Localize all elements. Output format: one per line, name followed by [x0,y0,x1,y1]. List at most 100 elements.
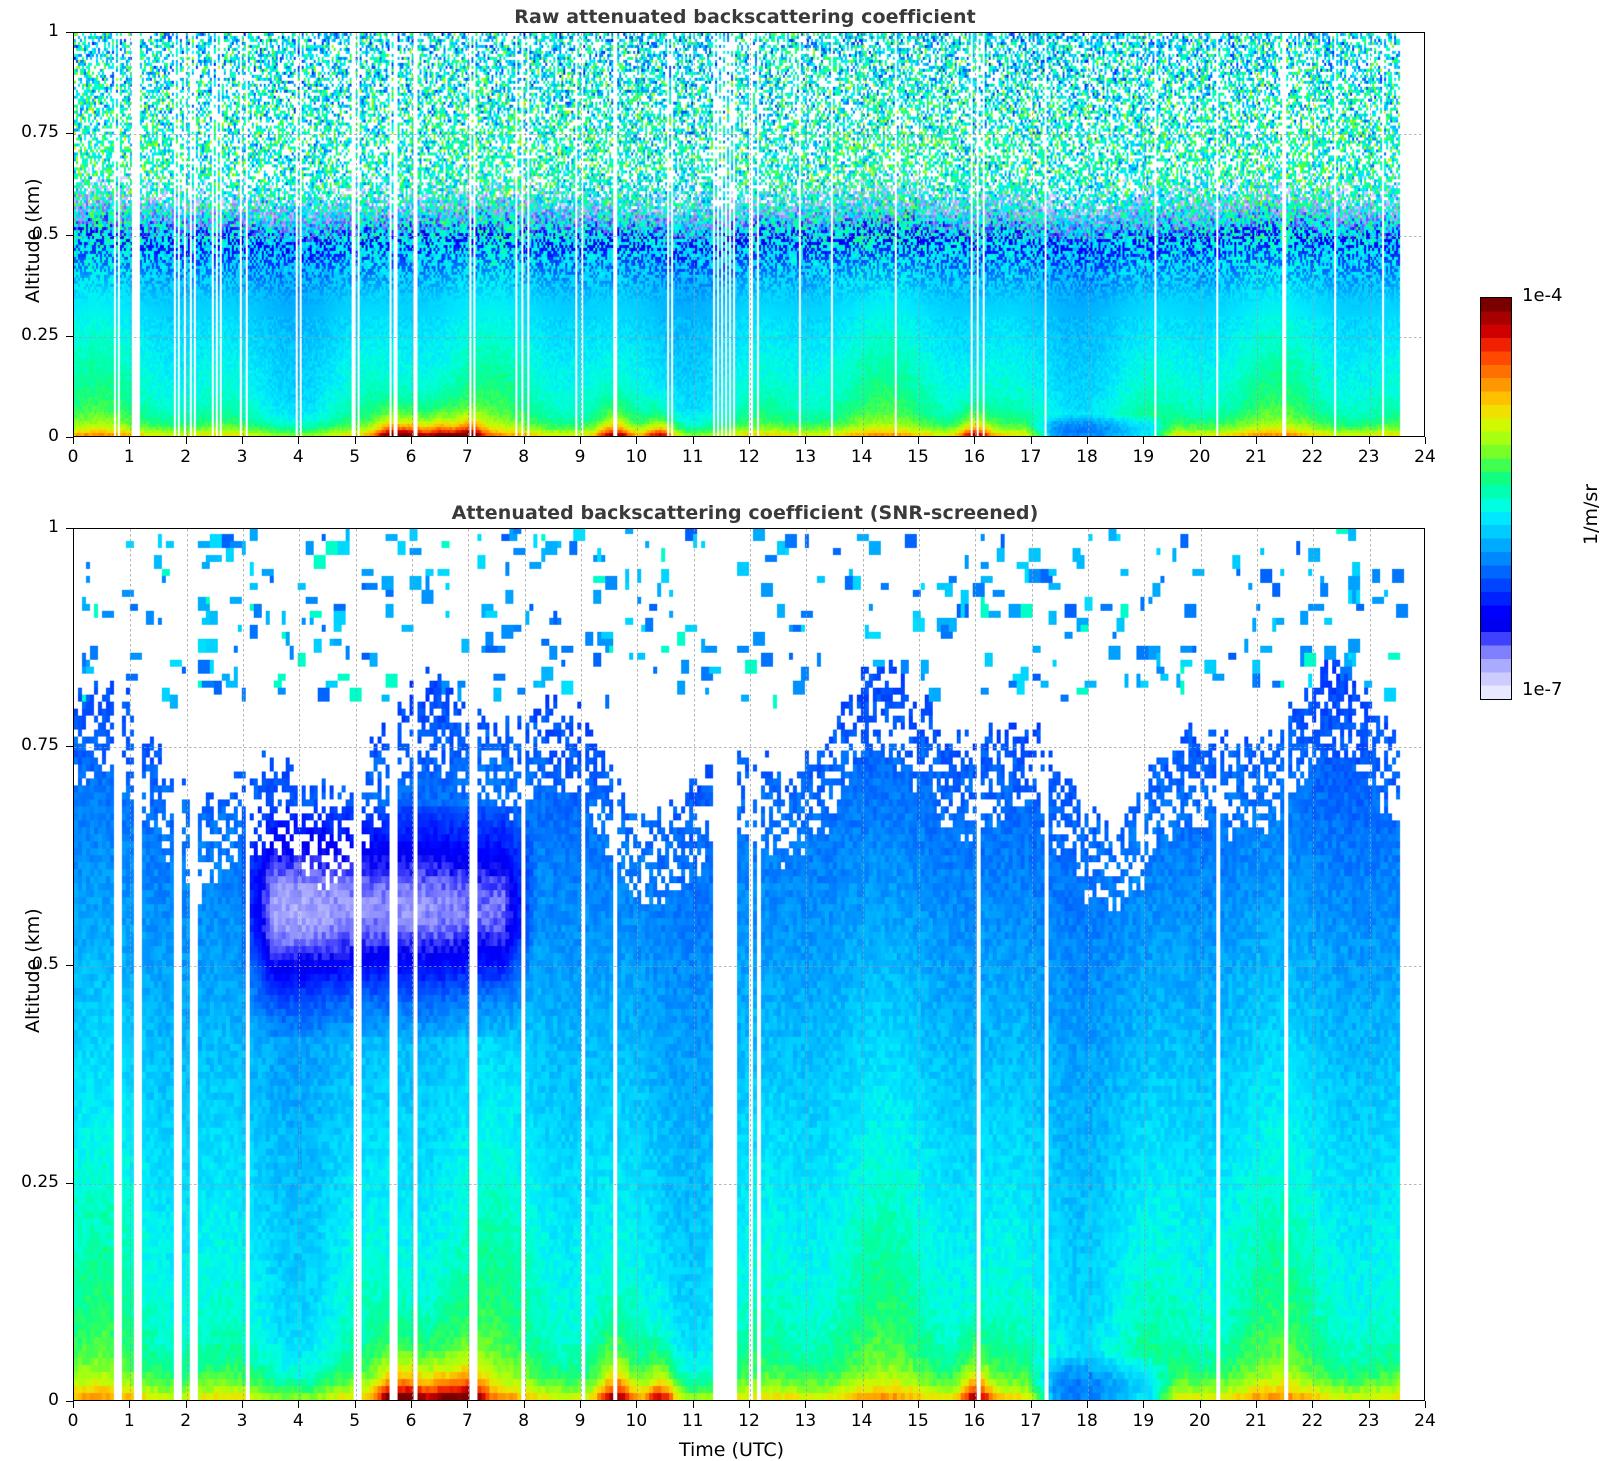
x-axis-tick [1030,437,1032,444]
x-axis-tick-label: 23 [1357,1411,1380,1431]
x-axis-tick-label: 17 [1019,1411,1042,1431]
panel-raw-title: Raw attenuated backscattering coefficien… [514,6,976,28]
x-axis-tick-label: 16 [963,1411,986,1431]
x-axis-tick-label: 22 [1301,1411,1324,1431]
x-axis-tick-label: 15 [907,447,929,467]
x-axis-tick [242,437,243,444]
panel-screened-title: Attenuated backscattering coefficient (S… [451,502,1039,524]
colorbar-unit-label: 1/m/sr [1580,483,1602,545]
x-axis-tick-label: 19 [1132,1411,1155,1431]
x-axis-tick [692,1401,694,1408]
x-axis-tick [861,437,863,444]
panel-raw: Raw attenuated backscattering coefficien… [0,0,1621,480]
x-axis-tick [1143,1401,1145,1408]
x-axis-tick [242,1401,243,1408]
x-axis-tick-label: 0 [67,447,79,467]
x-axis-tick [580,1401,581,1408]
colorbar-min-label: 1e-7 [1522,679,1563,700]
y-axis-tick [66,32,73,33]
y-axis-tick [66,133,73,135]
x-axis-tick-label: 17 [1019,447,1042,467]
x-axis-tick [861,1401,863,1408]
x-axis-tick-label: 20 [1188,447,1211,467]
x-axis-tick [1312,1401,1314,1408]
x-axis-tick-label: 23 [1357,447,1380,467]
y-axis-tick [66,964,73,966]
x-axis-tick [749,437,750,444]
y-axis-tick [66,335,73,337]
x-axis-tick-label: 24 [1414,447,1436,467]
x-axis-tick [1312,437,1314,444]
x-axis-tick-label: 20 [1188,1411,1211,1431]
y-axis-tick [66,528,73,529]
x-axis-tick [1368,1401,1370,1408]
x-axis-tick [1087,437,1088,444]
x-axis-tick [1256,1401,1257,1408]
x-axis-tick-label: 7 [461,447,473,467]
x-axis-tick-label: 5 [349,447,361,467]
panel-screened: Attenuated backscattering coefficient (S… [0,480,1621,1461]
colorbar: 1e-4 1e-7 1/m/sr [1480,285,1620,707]
x-axis-tick [1368,437,1370,444]
x-axis-tick [1199,437,1201,444]
x-axis-tick [1087,1401,1088,1408]
x-axis-tick [185,1401,187,1408]
x-axis-tick-label: 13 [794,447,817,467]
x-axis-tick-label: 3 [236,1411,248,1431]
x-axis-tick [354,437,356,444]
x-axis-tick-label: 24 [1414,1411,1436,1431]
y-axis-tick [66,1401,73,1402]
x-axis-tick [749,1401,750,1408]
x-axis-tick-label: 19 [1132,447,1155,467]
x-axis-tick-label: 18 [1076,447,1098,467]
x-axis-tick [73,1401,74,1408]
x-axis-tick-label: 6 [405,1411,417,1431]
x-axis-tick-label: 22 [1301,447,1324,467]
x-axis-tick-label: 1 [123,1411,135,1431]
x-axis-tick-label: 5 [349,1411,361,1431]
x-axis-tick-label: 1 [123,447,135,467]
y-axis-tick-label: 0.75 [21,735,59,756]
y-axis-tick-label: 0.25 [21,324,59,345]
x-axis-tick-label: 2 [180,447,192,467]
x-axis-tick [636,1401,638,1408]
y-axis-tick-label: 0.25 [21,1171,59,1192]
x-axis-tick-label: 16 [963,447,986,467]
y-axis-title: Altitude (km) [22,177,44,303]
y-axis-tick-label: 0 [48,1390,59,1410]
x-axis-tick [1425,437,1426,444]
x-axis-tick-label: 11 [681,1411,704,1431]
x-axis-tick-label: 3 [236,447,248,467]
x-axis-tick-label: 4 [292,447,304,467]
x-axis-tick [918,1401,919,1408]
x-axis-tick [636,437,638,444]
axes-raw [73,32,1425,437]
x-axis-tick [974,1401,976,1408]
x-axis-tick [185,437,187,444]
x-axis-tick-label: 9 [574,447,586,467]
y-axis-tick [66,437,73,438]
x-axis-tick [974,437,976,444]
x-axis-tick [692,437,694,444]
x-axis-tick [1199,1401,1201,1408]
x-axis-tick-label: 14 [850,1411,873,1431]
x-axis-tick [1425,1401,1426,1408]
heatmap-canvas [74,33,1424,436]
y-axis-tick-label: 0.75 [21,122,59,143]
x-axis-tick [805,437,807,444]
x-axis-tick [354,1401,356,1408]
y-axis-tick [66,1182,73,1184]
colorbar-gradient [1480,297,1512,700]
x-axis-tick-label: 7 [461,1411,473,1431]
x-axis-tick-label: 21 [1245,447,1267,467]
x-axis-title: Time (UTC) [679,1439,785,1461]
x-axis-tick [1030,1401,1032,1408]
x-axis-tick-label: 9 [574,1411,586,1431]
x-axis-tick [73,437,74,444]
x-axis-tick-label: 4 [292,1411,304,1431]
x-axis-tick-label: 21 [1245,1411,1267,1431]
y-axis-tick [66,746,73,748]
x-axis-tick-label: 8 [518,1411,530,1431]
y-axis-tick-label: 0 [48,426,59,446]
x-axis-tick-label: 12 [738,1411,760,1431]
